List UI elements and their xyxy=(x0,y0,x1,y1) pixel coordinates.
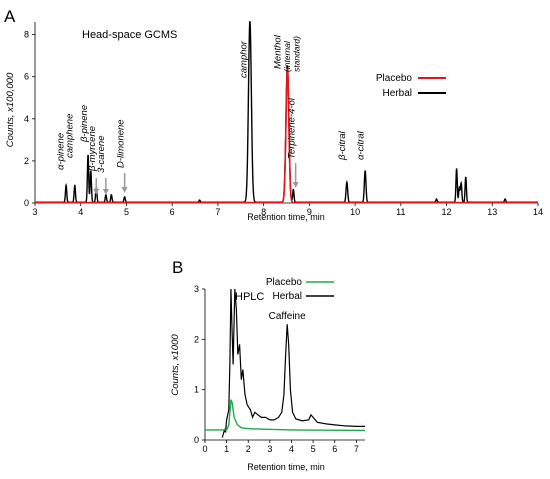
panel-a-x-tick-label: 13 xyxy=(487,207,497,217)
annotation-arrowhead xyxy=(102,189,109,195)
panel-a-annotation: α-pinene xyxy=(55,133,66,170)
panel-b-legend: Placebo Herbal xyxy=(266,277,334,302)
panel-a-x-tick-label: 8 xyxy=(261,207,266,217)
legend-label-herbal: Herbal xyxy=(273,291,302,302)
panel-a-x-ticks: 3 4 5 6 7 8 9 10 11 12 13 14 xyxy=(32,203,543,217)
panel-a-xlabel: Retention time, min xyxy=(247,212,325,222)
panel-b-y-tick-label: 0 xyxy=(194,435,199,445)
panel-b-x-tick-label: 2 xyxy=(246,444,251,454)
panel-b-x-tick-label: 6 xyxy=(332,444,337,454)
annotation-arrowhead xyxy=(121,187,128,193)
panel-b-x-tick-label: 5 xyxy=(311,444,316,454)
panel-a-x-tick-label: 9 xyxy=(307,207,312,217)
series-herbal-line xyxy=(221,288,365,438)
panel-b-xlabel: Retention time, min xyxy=(247,462,325,472)
panel-a-annotation: camphene xyxy=(65,114,76,158)
panel-b-x-tick-label: 1 xyxy=(224,444,229,454)
panel-a-annotation: β-pinene xyxy=(79,105,90,143)
panel-b-letter: B xyxy=(172,258,183,277)
panel-b-x-tick-label: 7 xyxy=(354,444,359,454)
panel-a-x-tick-label: 4 xyxy=(78,207,83,217)
panel-b-y-tick-label: 1 xyxy=(194,385,199,395)
panel-b-x-ticks: 0 1 2 3 4 5 6 7 xyxy=(202,440,359,454)
annotation-arrowhead xyxy=(292,182,299,188)
panel-a-ylabel: Counts, x100,000 xyxy=(5,72,16,147)
panel-a-x-tick-label: 10 xyxy=(350,207,360,217)
panel-a-y-tick-label: 8 xyxy=(24,30,29,40)
panel-a-x-tick-label: 11 xyxy=(396,207,405,217)
panel-b-annotation: Caffeine xyxy=(269,311,307,322)
panel-a-annotation: 3-carene xyxy=(96,136,107,174)
panel-a-annotation: camphor xyxy=(238,40,249,78)
panel-b-x-tick-label: 3 xyxy=(267,444,272,454)
panel-a-x-tick-label: 12 xyxy=(442,207,452,217)
series-placebo-line xyxy=(205,399,366,432)
panel-b-y-ticks: 0 1 2 3 xyxy=(194,284,205,445)
legend-label-herbal: Herbal xyxy=(383,88,412,99)
panel-a-y-tick-label: 4 xyxy=(24,114,29,124)
panel-a-annotation: β-citral xyxy=(337,130,348,161)
panel-a-legend: Placebo Herbal xyxy=(376,73,446,99)
panel-a-annotation: standard) xyxy=(291,36,301,72)
panel-a-annotation: D-limonene xyxy=(115,119,126,168)
panel-a-annotation: α-citral xyxy=(355,130,366,160)
panel-a: A Head-space GCMS Retention time, min Co… xyxy=(4,7,543,222)
panel-b-series xyxy=(205,288,366,438)
panel-a-y-ticks: 0 2 4 6 8 xyxy=(24,30,35,208)
panel-b-x-tick-label: 0 xyxy=(202,444,207,454)
panel-a-letter: A xyxy=(4,7,16,26)
panel-a-annotation: Menthol xyxy=(273,34,284,69)
panel-a-x-tick-label: 6 xyxy=(170,207,175,217)
panel-b-annotations: Caffeine xyxy=(269,311,307,322)
panel-a-y-tick-label: 0 xyxy=(24,198,29,208)
panel-a-annotation: β-myrcene xyxy=(87,126,98,172)
panel-b-x-tick-label: 4 xyxy=(289,444,294,454)
panel-a-x-tick-label: 14 xyxy=(533,207,543,217)
panel-b-y-tick-label: 2 xyxy=(194,334,199,344)
panel-b-y-tick-label: 3 xyxy=(194,284,199,294)
panel-a-x-tick-label: 7 xyxy=(215,207,220,217)
panel-b-title: HPLC xyxy=(235,291,264,303)
legend-label-placebo: Placebo xyxy=(376,73,413,84)
series-placebo-line xyxy=(35,67,538,204)
panel-a-annotation: Terpinene-4-ol xyxy=(287,97,298,159)
panel-b-ylabel: Counts, x1000 xyxy=(170,334,181,396)
panel-b: B HPLC Retention time, min Counts, x1000… xyxy=(170,258,366,472)
panel-a-title: Head-space GCMS xyxy=(82,29,177,41)
panel-a-x-tick-label: 5 xyxy=(124,207,129,217)
panel-a-annotation: (internal xyxy=(282,40,292,72)
panel-a-series xyxy=(35,21,538,204)
annotation-arrowhead xyxy=(93,189,100,195)
panel-a-y-tick-label: 2 xyxy=(24,156,29,166)
legend-label-placebo: Placebo xyxy=(266,277,303,288)
panel-a-y-tick-label: 6 xyxy=(24,72,29,82)
panel-a-x-tick-label: 3 xyxy=(32,207,37,217)
